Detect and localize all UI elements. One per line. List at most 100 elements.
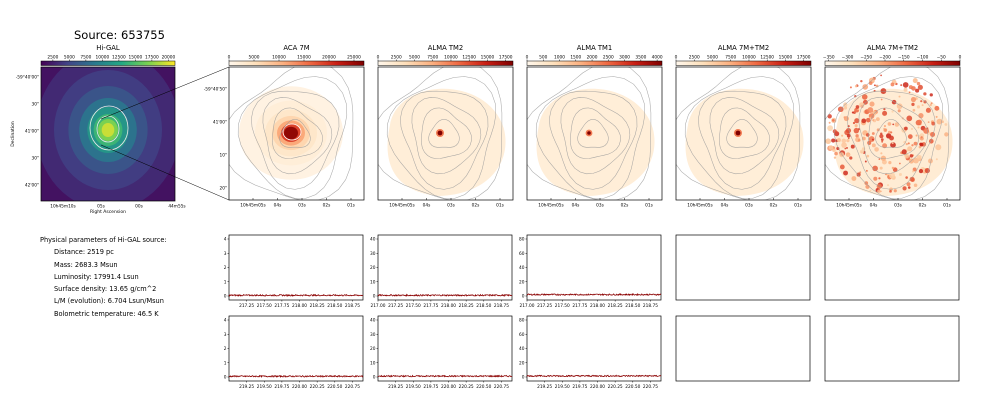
spectrum-ytick-label: 3 xyxy=(224,332,227,338)
spectrum-ytick-label: 20 xyxy=(370,265,376,271)
spectrum-ytick-label: 2 xyxy=(224,346,227,352)
noise-blob xyxy=(907,146,913,152)
contour-line xyxy=(570,107,621,159)
colorbar-tick-label: 12500 xyxy=(112,55,126,61)
noise-blob xyxy=(867,107,874,114)
spectrum-ytick-label: 30 xyxy=(370,251,376,257)
colorbar-tick-label: 0 xyxy=(526,55,529,61)
panel-xtick-label: 02s xyxy=(770,203,778,209)
param-distance: Distance: 2519 pc xyxy=(54,248,114,257)
noise-blob xyxy=(919,142,923,146)
panel-frame-1 xyxy=(228,66,365,201)
noise-blob xyxy=(828,121,831,124)
colorbar-4: 0 2500 5000 7500 10000 12500 15000 17500 xyxy=(675,55,812,66)
noise-blob xyxy=(920,136,923,139)
contour-line xyxy=(272,107,323,159)
spectrum-xtick-label: 218.00 xyxy=(441,303,456,309)
panel-xtick-label: 01s xyxy=(496,203,504,209)
compact-core xyxy=(587,131,591,135)
param-surface-density: Surface density: 13.65 g/cm^2 xyxy=(54,285,157,294)
noise-blob xyxy=(912,108,916,112)
higal-ytick-label: 30" xyxy=(32,102,39,108)
spectrum-xtick-label: 218.50 xyxy=(625,303,640,309)
noise-blob xyxy=(887,122,892,126)
panel-xtick-label: 04s xyxy=(572,203,580,209)
higal-ytick-label: -59°40'00" xyxy=(16,75,39,81)
panel-xtick-label: 02s xyxy=(472,203,480,209)
noise-blob xyxy=(917,126,920,129)
colorbar-tick-label: 2000 xyxy=(587,55,598,61)
contour-line xyxy=(560,97,631,175)
noise-blob xyxy=(935,158,938,161)
noise-blob xyxy=(890,142,896,148)
noise-blob xyxy=(864,160,867,163)
colorbar-tick-label: −250 xyxy=(860,55,872,61)
noise-blob xyxy=(861,118,867,124)
noise-blob xyxy=(862,84,869,90)
param-mass: Mass: 2683.3 Msun xyxy=(54,260,118,269)
panel-xtick-label: 10h45m05s xyxy=(687,203,713,209)
noise-blob xyxy=(833,156,837,159)
panel-xtick-label: 10h45m05s xyxy=(836,203,862,209)
panel-frame-2 xyxy=(377,66,514,201)
empty-spectrum-frame xyxy=(824,234,960,301)
spectrum-ytick-label: 1 xyxy=(224,279,227,285)
noise-blob xyxy=(855,134,859,138)
colorbar-tick-label: 3500 xyxy=(635,55,646,61)
noise-blob xyxy=(911,86,916,91)
panel-image-2 xyxy=(378,67,513,200)
noise-blob xyxy=(851,176,857,181)
noise-blob xyxy=(853,127,860,134)
parameters-header: Physical parameters of Hi-GAL source: xyxy=(40,236,167,244)
spectrum-xtick-label: 220.00 xyxy=(441,384,456,390)
noise-blob xyxy=(878,158,881,160)
contour-line xyxy=(549,90,638,190)
panel-image-1 xyxy=(229,67,364,200)
source-title: Source: 653755 xyxy=(74,28,165,42)
noise-blob xyxy=(876,128,880,132)
noise-blob xyxy=(860,79,863,83)
colorbar-tick-label: 5000 xyxy=(64,55,75,61)
noise-blob xyxy=(911,170,915,173)
physical-parameters: Physical parameters of Hi-GAL source: Di… xyxy=(40,234,167,320)
noise-blob xyxy=(868,81,873,85)
panel-image-3 xyxy=(527,67,662,200)
noise-blob xyxy=(888,161,892,165)
noise-blob xyxy=(861,94,868,100)
panel-ytick-label: 10" xyxy=(220,153,227,159)
noise-blob xyxy=(912,78,918,84)
noise-blob xyxy=(909,154,914,158)
spectrum-xtick-label: 218.25 xyxy=(608,303,623,309)
panel-title-5: ALMA 7M+TM2 xyxy=(867,44,918,52)
panel-xtick-label: 10h45m05s xyxy=(538,203,564,209)
panel-title-2: ALMA TM2 xyxy=(428,44,463,52)
noise-blob xyxy=(844,147,847,150)
noise-blob xyxy=(915,88,920,93)
contour-line xyxy=(400,90,489,190)
noise-blob xyxy=(846,146,848,149)
noise-blob xyxy=(874,147,879,152)
colorbar-tick-label: 0 xyxy=(377,55,380,61)
colorbar-tick-label: 7500 xyxy=(80,55,91,61)
spectrum-xtick-label: 217.00 xyxy=(370,303,385,309)
noise-blob xyxy=(865,169,868,172)
noise-blob xyxy=(851,111,854,114)
noise-blob xyxy=(906,115,913,122)
colorbar-tick-label: −150 xyxy=(898,55,910,61)
spectrum-xtick-label: 217.25 xyxy=(537,303,552,309)
noise-blob xyxy=(873,84,876,87)
spectrum-xtick-label: 220.75 xyxy=(643,384,658,390)
panel-xtick-label: 04s xyxy=(274,203,282,209)
noise-blob xyxy=(944,132,949,137)
noise-blob xyxy=(827,125,834,132)
panel-xtick-label: 03s xyxy=(894,203,902,209)
spectrum-xtick-label: 217.50 xyxy=(555,303,570,309)
zoom-connector xyxy=(100,66,230,120)
spectrum-ytick-label: 60 xyxy=(519,332,525,338)
colorbar-strip-5 xyxy=(824,60,961,66)
colorbar-higal: 2500 5000 7500 10000 12500 15000 17500 20000 xyxy=(40,55,175,66)
spectrum-frame xyxy=(526,315,662,382)
spectrum-xtick-label: 220.25 xyxy=(608,384,623,390)
noise-blob xyxy=(872,165,878,172)
colorbar-tick-label: 15000 xyxy=(129,55,143,61)
